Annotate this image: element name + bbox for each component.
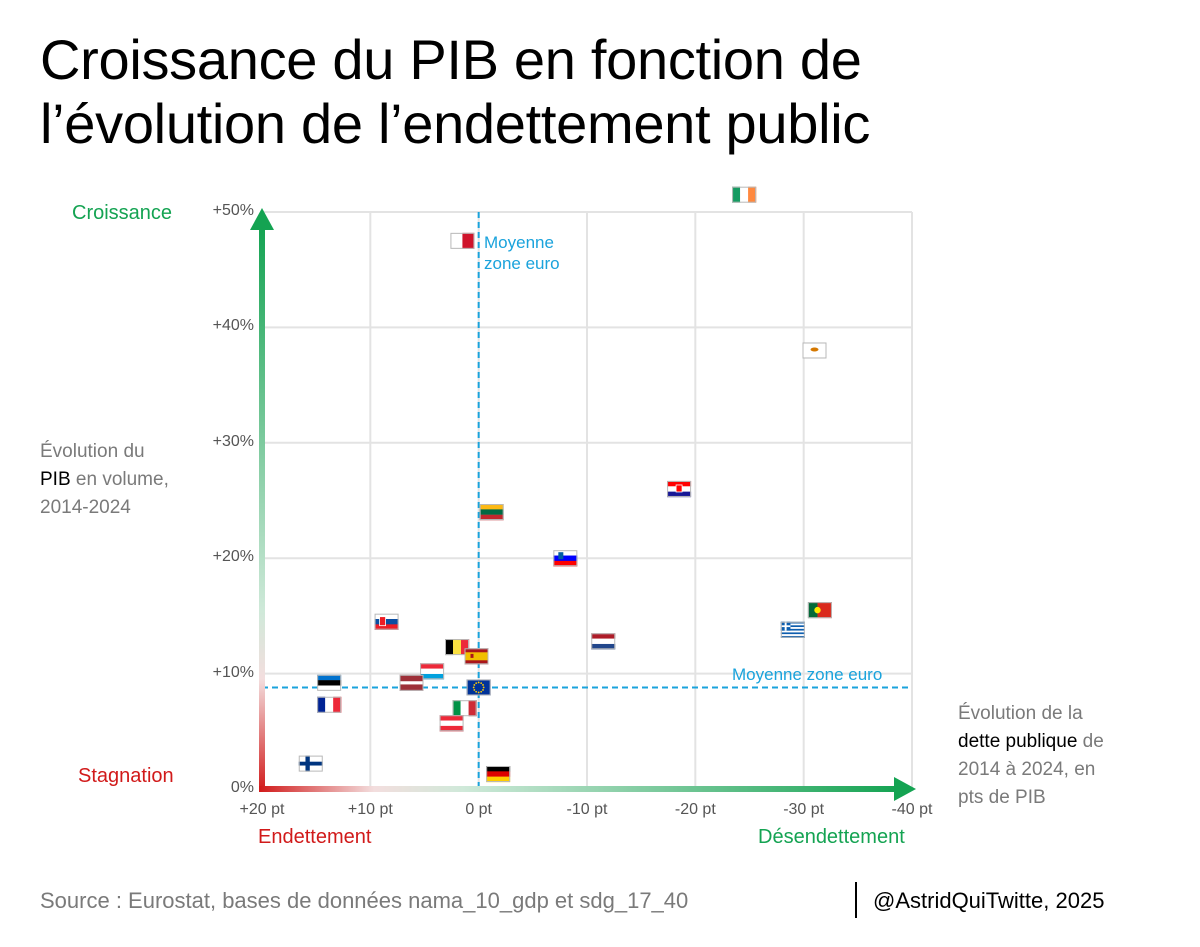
flag-point-hr [667,480,692,498]
source-note: Source : Eurostat, bases de données nama… [40,888,689,913]
flag-point-nl [591,633,616,650]
y-note-line1: Évolution du [40,441,145,462]
flag-point-at [439,715,464,732]
x-axis-arrowhead [894,777,916,801]
x-tick-label: -30 pt [783,801,825,818]
mean-vertical-label: Moyenne zone euro [484,232,560,274]
grid [261,211,913,790]
flag-point-eu [466,679,491,696]
title-line-1: Croissance du PIB en fonction de [40,28,862,91]
flag-point-it [452,700,477,717]
x-note-line1: Évolution de la [958,703,1083,724]
y-axis-bottom-label: Stagnation [78,765,174,787]
x-axis-note: Évolution de la dette publique de 2014 à… [958,700,1178,812]
x-tick-label: 0 pt [465,801,492,818]
mean-v-line2: zone euro [484,254,560,273]
y-axis-line [259,226,265,792]
x-axis-line [259,786,899,792]
y-axis-arrowhead [250,208,274,230]
y-tick-label: 0% [230,779,254,796]
data-points [298,186,832,783]
x-note-line3: 2014 à 2024, en [958,759,1096,780]
flag-point-ee [317,674,342,692]
y-tick-label: +30% [212,432,254,450]
flag-point-es [464,648,489,665]
axes [250,208,916,801]
flag-point-fr [317,696,342,713]
y-tick-label: +10% [212,663,254,681]
mean-horizontal-label: Moyenne zone euro [732,665,883,684]
x-tick-label: +10 pt [347,801,393,818]
x-tick-label: -10 pt [566,801,608,818]
y-tick-label: +20% [212,548,254,566]
y-axis-note: Évolution du PIB en volume, 2014-2024 [40,438,240,522]
flag-point-ie [732,186,757,203]
flag-point-mt [450,232,475,249]
y-note-post: en volume, [70,469,169,490]
x-axis-left-label: Endettement [258,826,372,848]
mean-v-line1: Moyenne [484,233,554,252]
flag-point-lv [399,674,424,691]
x-note-bold: dette publique [958,731,1078,752]
flag-point-cy [802,342,827,359]
title-line-2: l’évolution de l’endettement public [40,92,871,155]
flag-point-be [445,639,470,656]
flag-point-lt [479,504,504,521]
y-tick-label: +50% [212,202,254,219]
flag-point-pt [807,602,832,619]
y-axis-top-label: Croissance [72,202,173,224]
flag-point-gr [780,621,805,638]
flag-point-si [553,550,578,567]
x-note-line4: pts de PIB [958,787,1046,808]
flag-point-lu [420,663,445,680]
credit: @AstridQuiTwitte, 2025 [873,888,1105,913]
y-tick-label: +40% [212,317,254,335]
flag-point-de [486,765,511,783]
flag-point-sk [374,613,399,630]
y-note-line3: 2014-2024 [40,497,131,518]
chart-title: Croissance du PIB en fonction de l’évolu… [40,28,870,156]
separator [855,882,857,918]
x-note-post: de [1077,731,1104,752]
x-tick-label: -40 pt [891,801,933,818]
flag-point-fi [298,755,323,772]
y-note-bold: PIB [40,469,71,490]
x-tick-label: +20 pt [239,801,285,818]
x-axis-right-label: Désendettement [758,826,905,848]
x-tick-label: -20 pt [674,801,716,818]
